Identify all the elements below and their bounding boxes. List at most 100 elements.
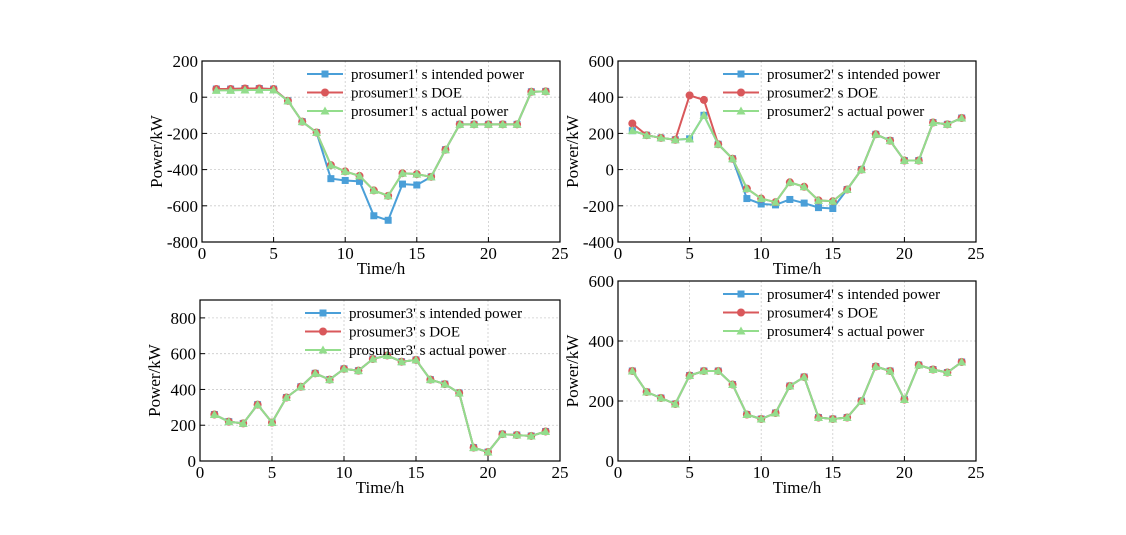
data-point-triangle [526,87,536,96]
y-tick-label: 400 [171,380,197,399]
x-axis-label: Time/h [356,478,405,497]
data-point-triangle [728,154,738,163]
x-tick-label: 0 [614,463,623,482]
data-point-triangle [440,379,450,388]
data-point-triangle [771,197,781,206]
x-tick-label: 15 [408,244,425,263]
x-tick-label: 25 [552,244,569,263]
y-axis-label: Power/kW [145,343,164,417]
y-tick-label: -200 [167,124,198,143]
x-tick-label: 10 [753,463,770,482]
x-tick-label: 20 [896,463,913,482]
data-point-triangle [685,134,695,143]
y-axis-label: Power/kW [563,114,582,188]
data-point-triangle [425,375,435,384]
x-tick-label: 25 [968,463,985,482]
data-point-triangle [842,185,852,194]
data-point-triangle [326,160,336,169]
data-point-triangle [685,371,695,379]
x-tick-label: 0 [196,463,205,482]
data-point-square [341,176,349,184]
y-tick-label: 0 [606,161,615,180]
data-point-triangle [871,129,881,138]
legend: prosumer1' s intended power prosumer1' s … [307,67,524,120]
x-tick-label: 20 [480,463,497,482]
x-tick-label: 25 [968,244,985,263]
data-point-triangle [254,85,264,94]
data-point-triangle [699,110,709,119]
data-point-triangle [942,368,952,376]
data-point-triangle [828,196,838,205]
chart-panel-4: 0 5 10 15 20 25 0 200 400 600 Time/h Power/kW prosum… [563,272,985,497]
data-point-triangle [928,118,938,127]
legend-label: prosumer2' s DOE [767,86,878,102]
data-point-triangle [253,400,263,409]
data-point-triangle [281,392,291,401]
y-axis-label: Power/kW [563,334,582,408]
data-point-triangle [455,119,465,128]
x-tick-label: 5 [268,463,277,482]
y-tick-label: -200 [583,197,614,216]
data-point-triangle [799,182,809,191]
data-point-triangle [656,133,666,142]
data-point-square [370,212,378,220]
data-point-triangle [899,395,909,403]
data-point-triangle [355,171,365,180]
legend-label: prosumer2' s intended power [767,67,940,83]
x-tick-label: 20 [480,244,497,263]
data-point-triangle [928,365,938,373]
data-point-triangle [642,387,652,396]
data-point-triangle [224,417,234,426]
data-point-triangle [699,366,709,375]
data-point-triangle [914,156,924,165]
data-point-triangle [240,85,250,94]
data-point-triangle [226,85,236,94]
plot-frame [199,299,561,462]
data-point-triangle [899,156,909,165]
chart-panel-3: 0 5 10 15 20 25 0 200 400 600 800 Time/h Power/kW pro… [145,299,569,497]
data-point-triangle [368,354,378,363]
data-point-triangle [642,130,652,139]
legend-label: prosumer3' s actual power [349,343,506,359]
data-point-triangle [497,429,507,438]
data-point-triangle [412,169,422,178]
data-point-triangle [440,145,450,154]
data-point-triangle [627,366,637,375]
data-point-triangle [312,127,322,136]
legend-label: prosumer1' s actual power [351,104,508,120]
data-point-triangle [512,430,522,439]
data-point-triangle [325,375,335,384]
y-tick-label: 200 [171,416,197,435]
data-point-square [743,195,751,203]
data-point-triangle [238,418,248,427]
legend-marker-square [321,70,329,78]
data-point-square [398,180,406,188]
data-point-triangle [209,409,219,418]
x-axis-label: Time/h [773,478,822,497]
y-tick-label: 0 [190,88,199,107]
data-point-triangle [426,172,436,181]
x-tick-label: 5 [685,244,694,263]
legend-marker-triangle [320,106,330,115]
y-tick-label: 600 [589,52,615,71]
y-tick-label: 200 [589,124,615,143]
data-point-triangle [411,355,421,364]
data-point-triangle [383,191,393,200]
x-tick-label: 10 [336,463,353,482]
x-tick-label: 20 [896,244,913,263]
data-point-triangle [498,119,508,128]
data-point-triangle [713,366,723,375]
x-tick-label: 0 [614,244,623,263]
x-tick-label: 0 [198,244,207,263]
y-tick-label: 200 [173,52,199,71]
x-tick-label: 5 [269,244,278,263]
data-point-triangle [297,117,307,126]
y-tick-label: -600 [167,197,198,216]
data-point-triangle [283,96,293,105]
data-point-triangle [269,85,279,94]
legend-label: prosumer4' s actual power [767,324,924,340]
y-tick-label: -400 [583,233,614,252]
legend-marker-square [737,70,745,78]
data-point-triangle [211,85,221,94]
data-point-triangle [771,408,781,417]
